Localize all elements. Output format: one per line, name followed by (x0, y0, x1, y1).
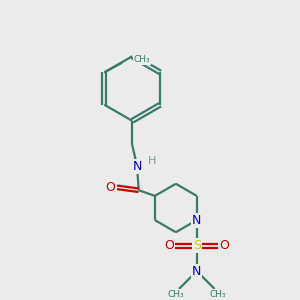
Text: H: H (147, 156, 156, 166)
Text: O: O (219, 239, 229, 252)
Text: CH₃: CH₃ (209, 290, 226, 299)
Text: CH₃: CH₃ (133, 55, 150, 64)
Text: N: N (192, 265, 202, 278)
Text: S: S (193, 239, 201, 252)
Text: N: N (132, 160, 142, 172)
Text: CH₃: CH₃ (167, 290, 184, 299)
Text: O: O (106, 181, 116, 194)
Text: N: N (192, 214, 202, 226)
Text: O: O (164, 239, 174, 252)
